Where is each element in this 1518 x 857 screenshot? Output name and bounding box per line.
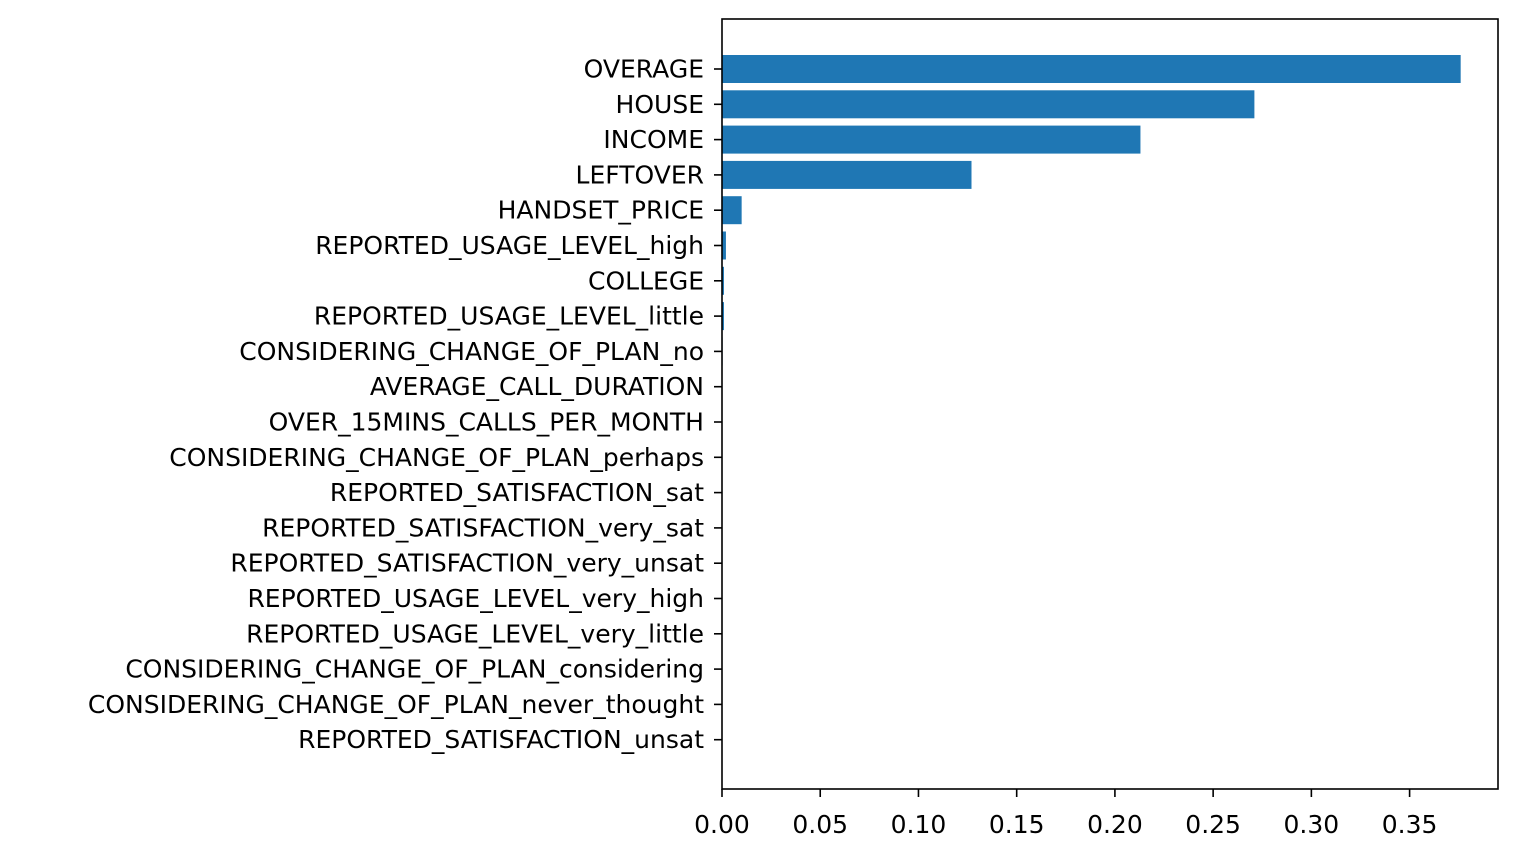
x-axis: 0.00 0.05 0.10 0.15 0.20 0.25 0.30 0.35 <box>694 789 1437 839</box>
y-tick-label: CONSIDERING_CHANGE_OF_PLAN_never_thought <box>88 690 704 719</box>
x-tick-label: 0.20 <box>1087 810 1143 839</box>
x-tick-label: 0.30 <box>1284 810 1340 839</box>
x-tick-label: 0.35 <box>1382 810 1438 839</box>
x-tick-label: 0.25 <box>1185 810 1241 839</box>
y-tick-label: OVER_15MINS_CALLS_PER_MONTH <box>269 408 704 437</box>
y-tick-label: REPORTED_USAGE_LEVEL_high <box>315 231 704 260</box>
y-tick-label: REPORTED_SATISFACTION_sat <box>330 478 704 507</box>
y-tick-label: REPORTED_USAGE_LEVEL_very_little <box>246 619 704 648</box>
bars-group <box>722 55 1461 472</box>
bar <box>722 55 1461 83</box>
x-tick-label: 0.15 <box>989 810 1045 839</box>
x-tick-label: 0.05 <box>792 810 848 839</box>
bar <box>722 266 724 295</box>
y-tick-label: OVERAGE <box>584 55 704 84</box>
y-tick-label: REPORTED_SATISFACTION_unsat <box>298 725 704 754</box>
y-tick-label: CONSIDERING_CHANGE_OF_PLAN_considering <box>125 655 704 684</box>
y-tick-label: COLLEGE <box>588 266 704 295</box>
x-tick-label: 0.10 <box>891 810 947 839</box>
y-axis: OVERAGE HOUSE INCOME LEFTOVER HANDSET_PRICE R… <box>88 55 722 754</box>
bar <box>722 90 1255 119</box>
y-tick-label: HANDSET_PRICE <box>498 196 704 225</box>
y-tick-label: CONSIDERING_CHANGE_OF_PLAN_perhaps <box>169 443 704 472</box>
y-tick-label: REPORTED_SATISFACTION_very_unsat <box>230 549 704 578</box>
bar <box>722 196 742 225</box>
plot-frame <box>721 18 1499 790</box>
y-tick-label: HOUSE <box>616 90 704 119</box>
bar <box>722 231 726 260</box>
y-tick-label: LEFTOVER <box>576 160 704 189</box>
x-tick-label: 0.00 <box>694 810 750 839</box>
y-tick-label: CONSIDERING_CHANGE_OF_PLAN_no <box>239 337 704 366</box>
y-tick-label: AVERAGE_CALL_DURATION <box>370 372 704 401</box>
y-tick-label: REPORTED_SATISFACTION_very_sat <box>262 513 704 542</box>
bar <box>722 302 724 331</box>
y-tick-label: REPORTED_USAGE_LEVEL_very_high <box>247 584 704 613</box>
bar <box>722 125 1141 154</box>
y-tick-label: REPORTED_USAGE_LEVEL_little <box>314 302 704 331</box>
y-tick-label: INCOME <box>603 125 704 154</box>
bar <box>722 160 972 189</box>
